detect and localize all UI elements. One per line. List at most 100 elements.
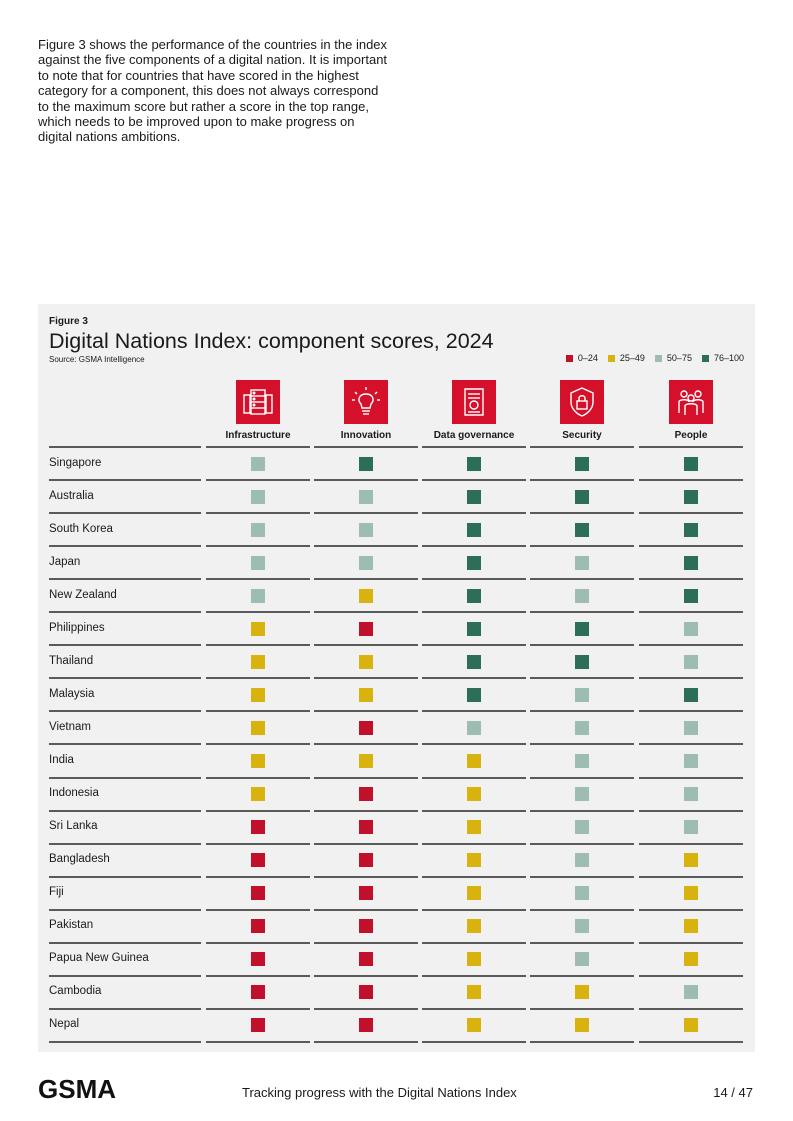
score-cell [575,919,589,934]
score-cell [575,952,589,967]
score-cell [359,985,373,1000]
score-cell [359,787,373,802]
legend-swatch [607,354,615,362]
score-cell [575,555,589,570]
row-rule [206,743,310,746]
country-label: Cambodia [49,985,102,998]
score-cell [684,753,698,768]
intro-paragraph: Figure 3 shows the performance of the co… [38,37,388,145]
header-rule [49,446,201,448]
lightbulb-icon [344,380,388,424]
score-cell [684,687,698,702]
score-cell [467,985,481,1000]
country-label: Vietnam [49,720,91,733]
legend-label: 76–100 [713,353,744,363]
row-rule [639,809,743,812]
score-cell [251,489,265,504]
score-cell [359,621,373,636]
row-rule [422,479,526,482]
row-rule [639,743,743,746]
legend-item-76-100: 76–100 [701,353,744,363]
row-rule [639,875,743,878]
row-rule [206,875,310,878]
score-cell [575,621,589,636]
header-rule [530,446,634,448]
row-rule [49,677,201,680]
header-rule [422,446,526,448]
row-rule [206,941,310,944]
row-rule [206,545,310,548]
row-rule [314,776,418,779]
row-rule [314,809,418,812]
row-rule [530,842,634,845]
legend-item-0-24: 0–24 [565,353,598,363]
score-cell [684,522,698,537]
score-cell [575,654,589,669]
row-rule [49,842,201,845]
score-cell [359,687,373,702]
row-rule [422,1040,526,1043]
row-rule [49,710,201,713]
row-rule [422,677,526,680]
row-rule [49,611,201,614]
score-cell [467,853,481,868]
row-rule [422,578,526,581]
row-rule [422,512,526,515]
country-label: Pakistan [49,919,94,932]
row-rule [206,908,310,911]
legend-swatch [654,354,662,362]
row-rule [314,941,418,944]
score-cell [575,853,589,868]
row-rule [314,545,418,548]
row-rule [422,545,526,548]
row-rule [206,578,310,581]
country-label: India [49,753,74,766]
score-cell [251,687,265,702]
row-rule [49,908,201,911]
score-cell [359,886,373,901]
row-rule [314,677,418,680]
country-label: Bangladesh [49,853,110,866]
country-label: Japan [49,555,81,568]
row-rule [49,644,201,647]
country-label: Fiji [49,886,64,899]
row-rule [639,1007,743,1010]
column-label: People [674,430,708,441]
row-rule [530,611,634,614]
row-rule [422,974,526,977]
row-rule [206,611,310,614]
legend-swatch [565,354,573,362]
score-cell [359,522,373,537]
score-cell [684,720,698,735]
shield-lock-icon [560,380,604,424]
row-rule [422,908,526,911]
row-rule [530,578,634,581]
row-rule [530,1040,634,1043]
score-cell [467,886,481,901]
country-label: New Zealand [49,588,117,601]
header-rule [314,446,418,448]
figure-panel: Figure 3 Digital Nations Index: componen… [38,304,755,1052]
legend-item-25-49: 25–49 [607,353,645,363]
row-rule [314,1007,418,1010]
country-label: Singapore [49,456,102,469]
score-cell [575,720,589,735]
score-cell [467,588,481,603]
score-cell [684,654,698,669]
row-rule [639,842,743,845]
score-cell [575,985,589,1000]
score-cell [359,654,373,669]
score-cell [251,522,265,537]
row-rule [206,479,310,482]
legend-label: 0–24 [577,353,598,363]
score-cell [359,753,373,768]
score-cell [467,456,481,471]
score-cell [251,952,265,967]
score-cell [684,853,698,868]
score-cell [359,555,373,570]
row-rule [639,677,743,680]
row-rule [422,842,526,845]
column-label: Infrastructure [225,430,291,441]
row-rule [422,1007,526,1010]
score-cell [575,588,589,603]
